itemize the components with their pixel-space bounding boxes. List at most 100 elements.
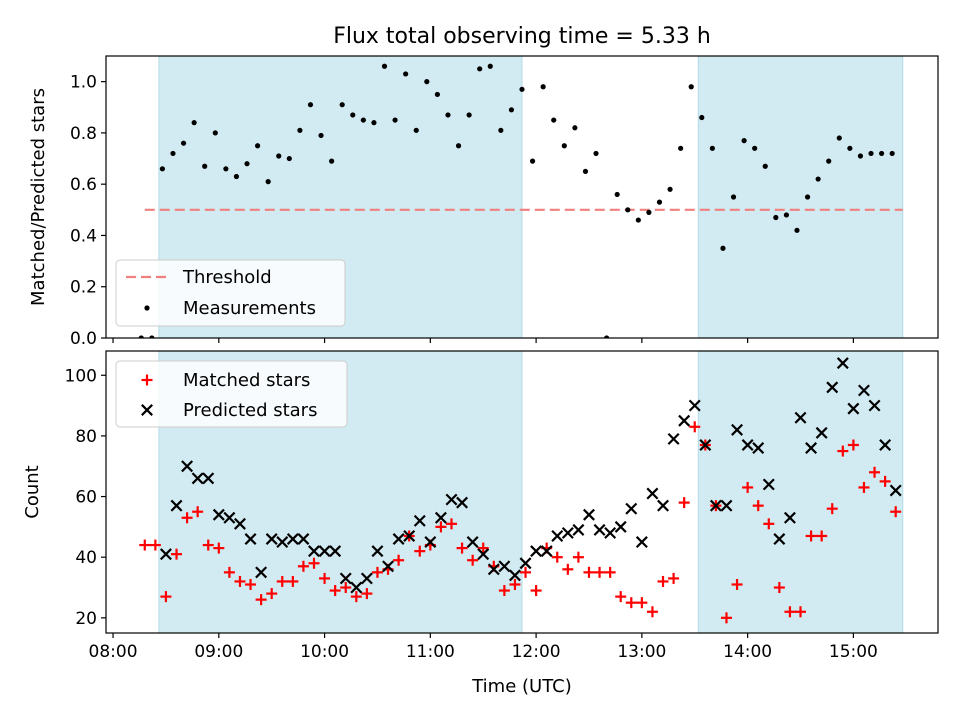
data-point xyxy=(329,158,335,164)
y-tick-label: 20 xyxy=(75,609,97,629)
data-point-shape xyxy=(709,145,715,151)
data-point xyxy=(223,511,236,524)
data-point xyxy=(456,496,469,509)
data-point xyxy=(308,557,320,569)
legend-measurements-swatch xyxy=(144,305,150,311)
data-point xyxy=(889,150,895,157)
count-y-axis-label: Count xyxy=(22,465,43,518)
legend-predicted-swatch xyxy=(141,404,153,416)
data-point-stroke xyxy=(540,545,553,558)
data-point xyxy=(170,150,176,157)
data-point-shape xyxy=(339,102,345,108)
data-point-stroke xyxy=(392,533,405,545)
data-point xyxy=(191,472,204,485)
data-point xyxy=(869,466,881,478)
data-point-shape xyxy=(424,79,430,85)
data-point xyxy=(244,533,257,545)
data-point xyxy=(340,582,352,594)
data-point-stroke xyxy=(583,508,595,521)
data-point-shape xyxy=(551,117,557,123)
data-point-stroke xyxy=(477,548,490,561)
data-point xyxy=(498,560,511,573)
data-point-stroke xyxy=(308,545,320,558)
data-point-shape xyxy=(836,135,842,141)
data-point xyxy=(266,588,278,600)
data-point xyxy=(530,545,543,558)
data-point xyxy=(181,460,194,473)
data-point xyxy=(614,191,620,198)
data-point xyxy=(614,520,627,533)
data-point-shape xyxy=(604,335,610,338)
data-point-shape xyxy=(667,186,673,192)
data-point-shape xyxy=(878,150,885,157)
x-tick-label: 15:00 xyxy=(829,642,878,662)
x-tick-label: 12:00 xyxy=(512,642,561,662)
data-point-shape xyxy=(329,158,335,164)
data-point xyxy=(276,153,282,159)
data-point xyxy=(741,138,747,144)
data-point-stroke xyxy=(646,487,659,500)
data-point-shape xyxy=(635,217,641,223)
y-tick-label: 0.0 xyxy=(70,329,97,349)
data-point-stroke xyxy=(339,572,352,585)
legend-predicted-label: Predicted stars xyxy=(183,400,317,421)
data-point xyxy=(688,84,694,90)
data-point-shape xyxy=(202,163,208,169)
data-point xyxy=(604,526,617,539)
x-axis-label: Time (UTC) xyxy=(471,676,572,697)
data-point xyxy=(339,102,345,108)
data-point-shape xyxy=(392,117,398,123)
data-point-stroke xyxy=(551,529,564,542)
data-point xyxy=(529,158,536,164)
data-point xyxy=(477,542,489,554)
data-point-shape xyxy=(656,199,663,205)
data-point-stroke xyxy=(762,478,775,491)
data-point xyxy=(593,150,599,157)
data-point xyxy=(561,143,567,149)
data-point-shape xyxy=(403,71,409,77)
data-point xyxy=(413,514,426,527)
data-point xyxy=(339,572,352,585)
data-point xyxy=(625,207,631,213)
data-point xyxy=(783,212,790,218)
data-point xyxy=(688,399,701,412)
data-point xyxy=(635,217,641,223)
ratio-series xyxy=(138,63,903,338)
data-point-stroke xyxy=(191,472,204,485)
legend-box xyxy=(115,259,346,327)
data-point xyxy=(562,563,574,575)
data-point xyxy=(498,585,510,597)
data-point xyxy=(784,606,796,618)
data-point xyxy=(519,557,532,570)
data-point-stroke xyxy=(508,569,521,582)
data-point-shape xyxy=(815,176,821,182)
ratio-legend: Threshold Measurements xyxy=(115,259,346,327)
data-point xyxy=(350,112,356,118)
data-point xyxy=(171,548,183,560)
data-point-shape xyxy=(847,145,853,151)
data-point xyxy=(720,612,732,624)
data-point-shape xyxy=(477,66,483,72)
data-point-shape xyxy=(265,179,271,185)
data-point-shape xyxy=(254,143,261,149)
data-point-stroke xyxy=(255,566,268,579)
data-point-shape xyxy=(688,84,694,90)
count-axes-frame xyxy=(105,350,939,634)
data-point xyxy=(234,575,246,587)
data-point xyxy=(392,117,398,123)
data-point-stroke xyxy=(413,514,426,527)
data-point xyxy=(583,566,595,578)
data-point xyxy=(519,86,525,92)
data-point xyxy=(826,158,832,164)
data-point-shape xyxy=(804,194,811,200)
data-point-shape xyxy=(826,158,832,164)
data-point xyxy=(487,563,500,576)
data-point xyxy=(816,530,828,542)
data-point xyxy=(318,132,324,139)
data-point xyxy=(202,472,215,485)
data-point-stroke xyxy=(360,572,373,585)
data-point-shape xyxy=(519,86,525,92)
y-tick-label: 1.0 xyxy=(70,73,97,93)
data-point xyxy=(466,112,472,118)
data-point xyxy=(191,120,197,126)
